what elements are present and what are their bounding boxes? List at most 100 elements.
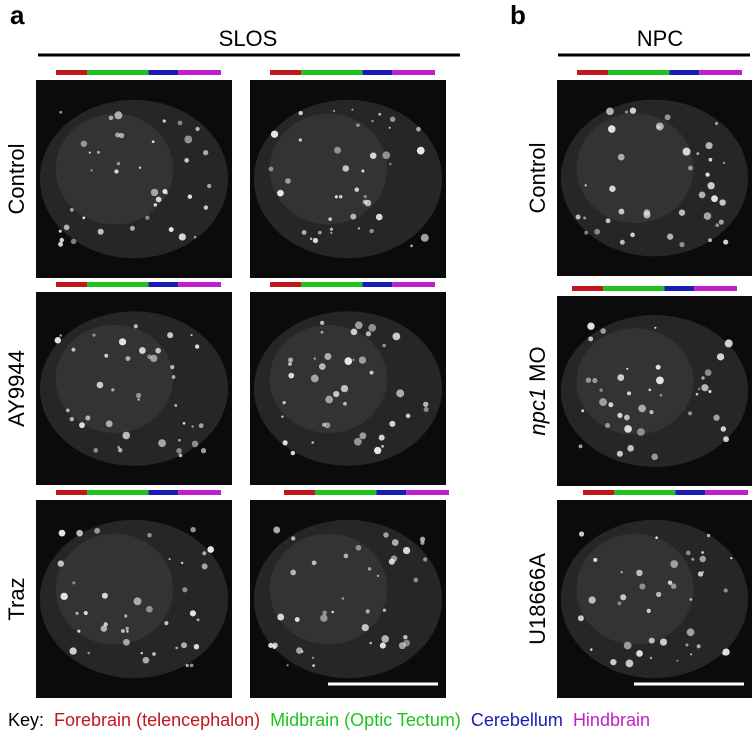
- signal: [624, 425, 632, 433]
- signal: [396, 389, 405, 398]
- signal: [320, 330, 324, 334]
- region-bar: [270, 70, 302, 75]
- signal: [114, 169, 119, 174]
- tissue: [269, 113, 388, 225]
- signal: [625, 659, 634, 668]
- region-bar: [376, 490, 407, 495]
- signal: [310, 374, 319, 383]
- region-bar: [705, 490, 748, 495]
- signal: [676, 659, 679, 662]
- signal: [382, 608, 387, 612]
- signal: [723, 239, 729, 245]
- signal: [609, 185, 616, 192]
- signal: [701, 376, 705, 380]
- signal: [200, 448, 207, 454]
- signal: [116, 162, 121, 166]
- signal: [588, 336, 594, 342]
- signal: [311, 441, 315, 444]
- gene-name: npc1: [525, 388, 550, 436]
- signal: [162, 119, 166, 123]
- signal: [177, 120, 183, 126]
- region-bar: [270, 282, 302, 287]
- tissue: [55, 113, 174, 225]
- signal: [378, 434, 385, 441]
- signal: [85, 415, 91, 421]
- signal: [723, 436, 729, 443]
- signal: [697, 571, 704, 577]
- signal: [198, 423, 204, 429]
- signal: [698, 191, 706, 199]
- signal: [92, 333, 96, 337]
- signal: [150, 354, 158, 363]
- micrograph: [250, 500, 446, 698]
- signal: [189, 663, 194, 668]
- signal: [318, 363, 326, 370]
- region-bar: [603, 286, 665, 291]
- signal: [201, 563, 208, 570]
- signal: [191, 425, 194, 428]
- signal: [646, 608, 651, 613]
- signal: [583, 216, 587, 220]
- signal: [334, 195, 338, 199]
- key-entry: Midbrain (Optic Tectum): [270, 710, 461, 730]
- signal: [357, 227, 361, 230]
- signal: [690, 653, 693, 656]
- signal: [355, 544, 362, 551]
- signal: [648, 388, 652, 392]
- signal: [182, 587, 188, 593]
- region-bar: [284, 490, 316, 495]
- signal: [687, 411, 693, 416]
- signal: [361, 623, 369, 632]
- signal: [358, 356, 367, 364]
- key-entry: Cerebellum: [471, 710, 563, 730]
- signal: [608, 402, 614, 408]
- signal: [202, 551, 207, 556]
- signal: [59, 334, 63, 337]
- signal: [605, 218, 611, 224]
- signal: [133, 324, 138, 329]
- signal: [670, 583, 677, 589]
- signal: [585, 377, 592, 383]
- signal: [270, 130, 279, 138]
- signal: [189, 610, 197, 617]
- signal: [58, 241, 64, 247]
- signal: [309, 237, 313, 241]
- signal: [76, 529, 83, 537]
- signal: [584, 230, 589, 235]
- signal: [666, 233, 674, 240]
- signal: [369, 370, 374, 375]
- signal: [298, 138, 302, 142]
- signal: [638, 404, 646, 413]
- signal: [691, 557, 695, 561]
- signal: [178, 438, 181, 442]
- signal: [368, 323, 377, 332]
- signal: [714, 121, 719, 126]
- signal: [649, 410, 654, 415]
- signal: [654, 326, 657, 329]
- panel-label: b: [510, 0, 526, 30]
- region-bar: [301, 70, 363, 75]
- signal: [723, 588, 728, 593]
- signal: [69, 416, 75, 422]
- signal: [651, 453, 659, 461]
- row-label: AY9944: [4, 350, 29, 427]
- signal: [352, 358, 355, 361]
- signal: [178, 233, 186, 241]
- signal: [722, 648, 730, 656]
- tissue: [576, 328, 694, 435]
- signal: [686, 628, 695, 637]
- signal: [359, 432, 367, 440]
- signal: [382, 343, 386, 348]
- region-bar: [87, 70, 149, 75]
- signal: [720, 426, 727, 432]
- signal: [94, 527, 101, 534]
- signal: [630, 232, 635, 238]
- micrograph: [250, 292, 446, 485]
- signal: [655, 122, 664, 131]
- tissue: [576, 113, 694, 224]
- signal: [185, 663, 189, 668]
- signal: [410, 244, 413, 248]
- signal: [705, 142, 713, 150]
- signal: [184, 158, 190, 163]
- tissue: [55, 324, 174, 433]
